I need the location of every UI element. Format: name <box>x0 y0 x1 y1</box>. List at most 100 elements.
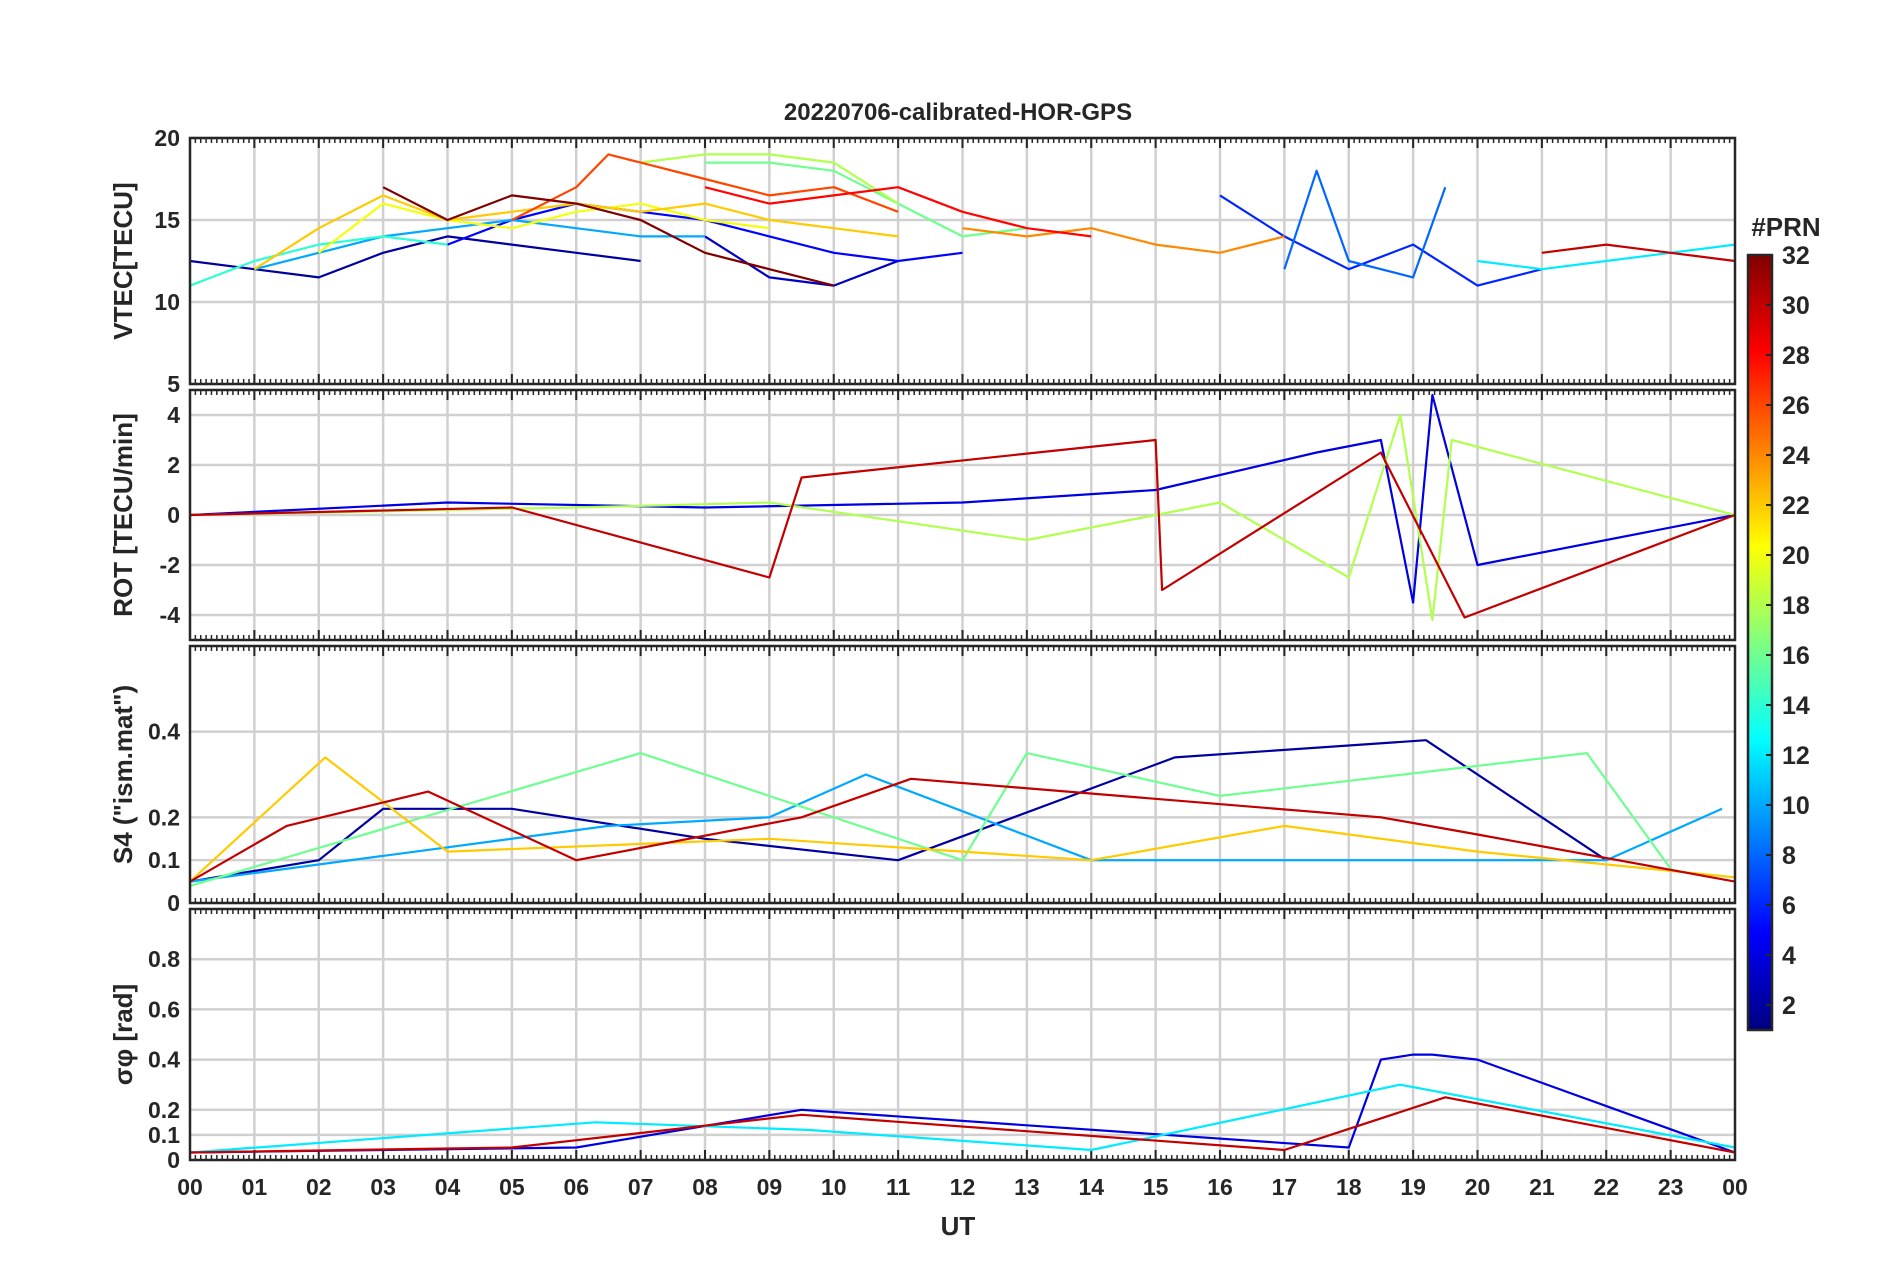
x-tick-label: 15 <box>1143 1174 1169 1200</box>
colorbar-tick-label: 4 <box>1782 942 1796 970</box>
series-prn-30 <box>190 777 1735 883</box>
y-tick-label: 20 <box>154 125 180 151</box>
series-group <box>190 153 1735 287</box>
panel-frame <box>188 907 1737 1162</box>
series-group <box>190 1053 1735 1154</box>
x-tick-label: 03 <box>370 1174 396 1200</box>
panel-rot: -4 -2 0 2 4 ROT [TECU/min] <box>108 388 1737 642</box>
y-tick-label: 0.6 <box>148 996 180 1022</box>
y-tick-label: 0.4 <box>148 719 180 745</box>
x-tick-label: 00 <box>177 1174 203 1200</box>
colorbar-tick-label: 28 <box>1782 342 1810 370</box>
series-prn-3 <box>704 235 899 287</box>
x-tick-label: 04 <box>435 1174 461 1200</box>
x-tick-label: 12 <box>950 1174 976 1200</box>
series-prn-14 <box>190 235 448 287</box>
colorbar-tick-label: 12 <box>1782 742 1810 770</box>
x-tick-label: 22 <box>1593 1174 1619 1200</box>
colorbar-tick-label: 26 <box>1782 392 1810 420</box>
x-tick-label: 00 <box>1722 1174 1748 1200</box>
figure-title: 20220706-calibrated-HOR-GPS <box>784 99 1132 126</box>
series-group <box>190 739 1735 887</box>
series-prn-2 <box>190 235 641 279</box>
y-tick-label: 0.1 <box>148 1122 180 1148</box>
y-axis-label: σφ [rad] <box>108 984 138 1085</box>
series-prn-18 <box>190 413 1735 622</box>
y-tick-label: -4 <box>160 602 181 628</box>
series-prn-8 <box>1283 169 1447 279</box>
x-tick-label: 17 <box>1272 1174 1298 1200</box>
y-axis-label: S4 ("ism.mat") <box>108 685 138 864</box>
colorbar-tick-label: 10 <box>1782 792 1810 820</box>
x-tick-label: 08 <box>692 1174 718 1200</box>
series-prn-16 <box>705 161 1028 238</box>
colorbar-tick-label: 22 <box>1782 492 1810 520</box>
colorbar-tick-label: 14 <box>1782 692 1810 720</box>
series-prn-32 <box>382 186 835 287</box>
series-prn-22 <box>190 756 1735 883</box>
x-tick-label: 14 <box>1078 1174 1104 1200</box>
panel-vtec: 5 10 15 20 VTEC[TECU] <box>108 125 1737 397</box>
series-prn-30 <box>1541 243 1735 263</box>
series-group <box>190 393 1735 622</box>
y-tick-label: 0 <box>167 1147 180 1173</box>
colorbar-tick-label: 32 <box>1782 242 1810 270</box>
series-prn-20 <box>318 202 770 254</box>
y-tick-label: 15 <box>154 207 180 233</box>
colorbar-tick-label: 20 <box>1782 542 1810 570</box>
x-tick-label: 02 <box>306 1174 332 1200</box>
y-axis-label: ROT [TECU/min] <box>108 413 138 617</box>
x-tick-label: 21 <box>1529 1174 1555 1200</box>
series-prn-28 <box>704 186 1092 238</box>
series-prn-18 <box>640 153 899 205</box>
colorbar-tick-label: 6 <box>1782 892 1796 920</box>
x-tick-label: 09 <box>757 1174 783 1200</box>
series-prn-26 <box>511 153 899 221</box>
series-prn-4 <box>190 1053 1735 1154</box>
series-prn-30 <box>190 438 1735 619</box>
x-tick-label: 10 <box>821 1174 847 1200</box>
series-prn-24 <box>962 227 1285 254</box>
panel-sigma_phi: 00.10.2 0.4 0.6 0.8 σφ [rad] <box>108 907 1737 1173</box>
x-tick-label: 19 <box>1400 1174 1426 1200</box>
y-tick-label: 0.1 <box>148 847 180 873</box>
colorbar-tick-label: 30 <box>1782 292 1810 320</box>
y-tick-label: 0.2 <box>148 1097 180 1123</box>
y-tick-label: 10 <box>154 289 180 315</box>
y-tick-label: 4 <box>167 402 180 428</box>
y-axis-label: VTEC[TECU] <box>108 182 138 339</box>
series-prn-12 <box>1477 243 1735 271</box>
colorbar-bar <box>1746 253 1774 1032</box>
x-tick-label: 11 <box>886 1174 911 1200</box>
x-tick-label: 18 <box>1336 1174 1362 1200</box>
x-tick-labels: 00 01 02 03 04 05 06 07 08 09 10 11 12 13 14 15 16 17 18 19… <box>177 1174 1748 1200</box>
x-tick-label: 06 <box>563 1174 589 1200</box>
panel-frame <box>188 388 1737 642</box>
y-tick-label: 5 <box>167 371 180 397</box>
y-tick-label: -2 <box>160 552 180 578</box>
x-tick-label: 16 <box>1207 1174 1233 1200</box>
series-prn-10 <box>190 773 1723 883</box>
y-tick-label: 0 <box>167 502 180 528</box>
colorbar-tick-label: 24 <box>1782 442 1810 470</box>
x-tick-label: 07 <box>628 1174 654 1200</box>
x-axis-label: UT <box>941 1211 976 1241</box>
y-tick-label: 0 <box>167 890 180 916</box>
panel-frame <box>188 136 1737 386</box>
series-prn-2 <box>190 739 1607 883</box>
colorbar-tick-label: 8 <box>1782 842 1796 870</box>
x-tick-label: 13 <box>1014 1174 1040 1200</box>
x-tick-label: 01 <box>242 1174 268 1200</box>
y-tick-label: 0.4 <box>148 1047 180 1073</box>
colorbar-tick-label: 2 <box>1782 992 1796 1020</box>
panel-frame <box>188 644 1737 905</box>
series-prn-30 <box>190 1096 1735 1154</box>
y-tick-label: 0.8 <box>148 946 180 972</box>
colorbar-tick-label: 16 <box>1782 642 1810 670</box>
colorbar-label: #PRN <box>1751 212 1820 242</box>
series-prn-16 <box>190 751 1672 887</box>
x-tick-label: 23 <box>1658 1174 1684 1200</box>
